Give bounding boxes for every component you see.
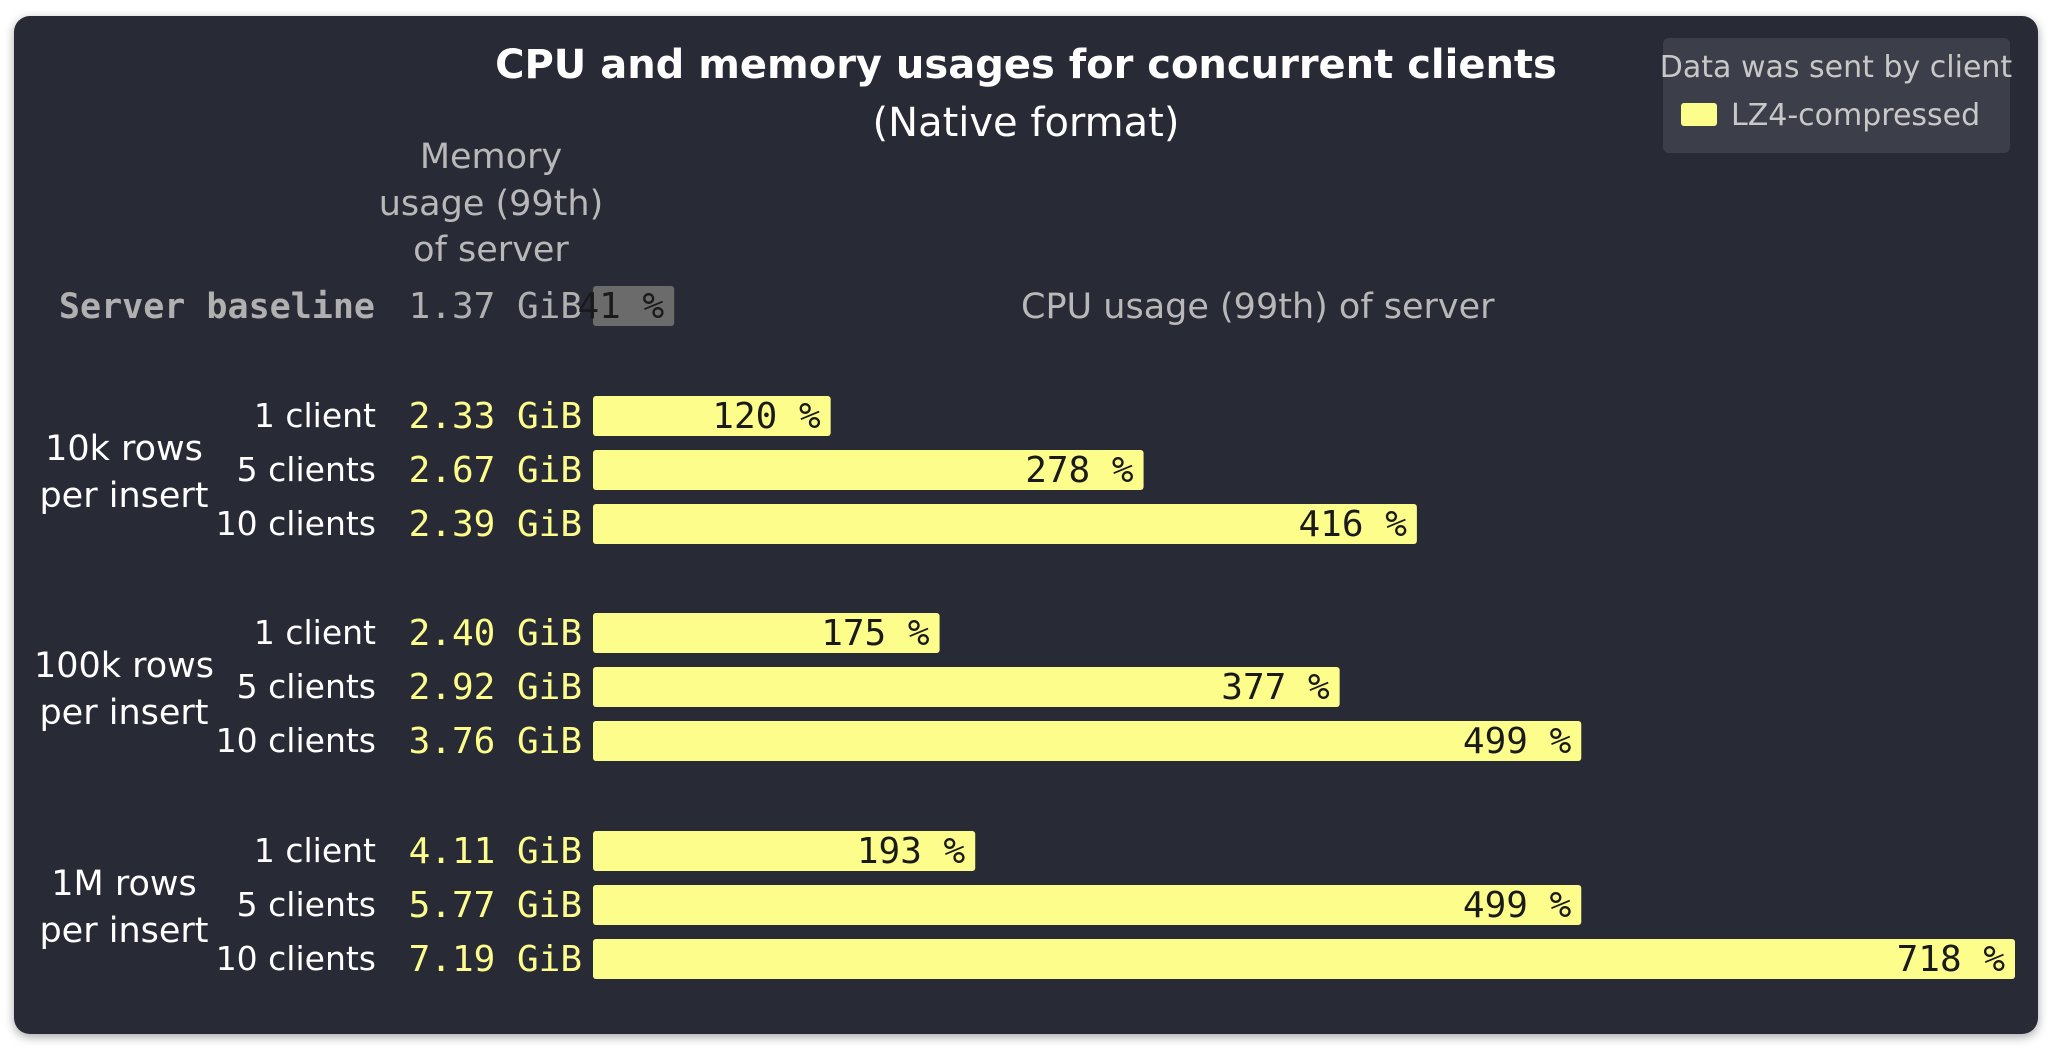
legend-label-lz4: LZ4-compressed — [1731, 98, 1980, 133]
memory-value: 3.76 GiB — [409, 721, 582, 762]
baseline-memory-value: 1.37 GiB — [409, 286, 582, 327]
memory-value: 2.40 GiB — [409, 613, 582, 654]
client-label: 5 clients — [237, 450, 376, 489]
cpu-bar-label: 278 % — [1025, 450, 1134, 491]
memory-value: 2.33 GiB — [409, 396, 582, 437]
cpu-bar-label: 499 % — [1463, 721, 1572, 762]
memory-header-line-3: of server — [413, 230, 569, 270]
client-label: 5 clients — [237, 885, 376, 924]
client-label: 1 client — [254, 613, 376, 652]
client-label: 1 client — [254, 831, 376, 870]
baseline-cpu-label: 41 % — [577, 286, 664, 327]
legend-swatch-lz4 — [1681, 103, 1717, 126]
client-label: 10 clients — [216, 721, 376, 760]
group-label-1-line-1: 100k rows — [34, 646, 214, 686]
chart-subtitle: (Native format) — [873, 100, 1180, 146]
group-label-1-line-2: per insert — [39, 693, 208, 733]
cpu-bar — [593, 613, 940, 653]
cpu-bar-label: 193 % — [857, 831, 966, 872]
memory-value: 2.39 GiB — [409, 504, 582, 545]
cpu-bar-label: 416 % — [1299, 504, 1408, 545]
client-label: 10 clients — [216, 939, 376, 978]
cpu-bar — [593, 831, 976, 871]
memory-header-line-2: usage (99th) — [379, 184, 604, 224]
group-label-0-line-2: per insert — [39, 476, 208, 516]
memory-value: 2.67 GiB — [409, 450, 582, 491]
cpu-bar — [593, 396, 831, 436]
cpu-bar-label: 499 % — [1463, 885, 1572, 926]
baseline-label: Server baseline — [59, 287, 375, 327]
cpu-bar — [593, 504, 1417, 544]
legend-title: Data was sent by client — [1660, 50, 2013, 85]
cpu-bar — [593, 721, 1582, 761]
cpu-bar-label: 120 % — [712, 396, 821, 437]
cpu-usage-header: CPU usage (99th) of server — [1021, 287, 1495, 327]
memory-value: 5.77 GiB — [409, 885, 582, 926]
client-label: 1 client — [254, 396, 376, 435]
cpu-bar-label: 377 % — [1221, 667, 1330, 708]
cpu-bar — [593, 885, 1582, 925]
legend: Data was sent by client LZ4-compressed — [1660, 38, 2013, 153]
group-label-2-line-2: per insert — [39, 911, 208, 951]
memory-value: 4.11 GiB — [409, 831, 582, 872]
chart-title: CPU and memory usages for concurrent cli… — [495, 42, 1557, 88]
cpu-bar — [593, 939, 2015, 979]
memory-header-line-1: Memory — [420, 137, 562, 177]
group-label-2-line-1: 1M rows — [51, 864, 197, 904]
cpu-bar-label: 175 % — [821, 613, 930, 654]
baseline-cpu-bar — [593, 286, 675, 326]
cpu-bar — [593, 667, 1340, 707]
cpu-bar-label: 718 % — [1897, 939, 2006, 980]
legend-box — [1663, 38, 2010, 153]
cpu-bar — [593, 450, 1144, 490]
memory-value: 2.92 GiB — [409, 667, 582, 708]
client-label: 10 clients — [216, 504, 376, 543]
group-label-0-line-1: 10k rows — [45, 429, 203, 469]
memory-value: 7.19 GiB — [409, 939, 582, 980]
client-label: 5 clients — [237, 667, 376, 706]
